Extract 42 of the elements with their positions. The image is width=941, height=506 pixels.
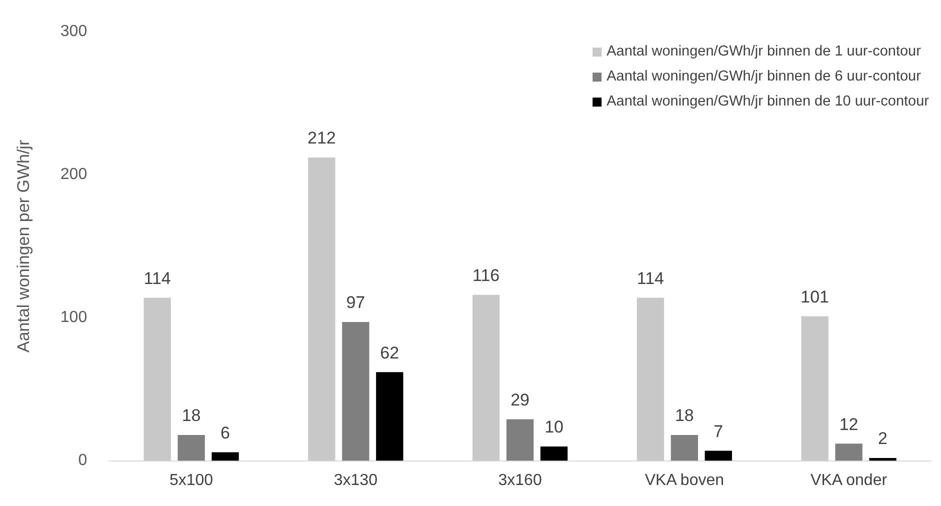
data-label: 116 <box>472 266 500 286</box>
x-tick-label: 3x160 <box>498 472 542 489</box>
bar <box>212 452 239 461</box>
bar <box>472 294 500 461</box>
bar <box>670 435 698 461</box>
x-tick-label: VKA boven <box>644 472 724 489</box>
bar <box>506 419 534 461</box>
x-tick-label: 3x130 <box>334 472 378 489</box>
y-tick-label: 300 <box>60 23 88 40</box>
bar <box>376 372 404 461</box>
data-label: 114 <box>144 268 171 288</box>
data-label: 101 <box>800 287 830 306</box>
x-tick-label: VKA onder <box>810 472 888 489</box>
bar <box>308 158 336 461</box>
data-label: 18 <box>182 406 201 426</box>
data-label: 18 <box>674 406 694 426</box>
data-label: 62 <box>380 343 400 362</box>
bar <box>178 435 205 461</box>
bar <box>636 298 664 461</box>
y-tick-label: 200 <box>60 166 88 184</box>
legend-label: Aantal woningen/GWh/jr binnen de 10 uur-contour <box>606 94 930 110</box>
data-label: 2 <box>878 429 888 448</box>
bar <box>540 446 568 461</box>
bar <box>835 444 862 461</box>
data-label: 212 <box>308 128 336 148</box>
y-axis-title: Aantal woningen per GWh/jr <box>14 140 33 353</box>
legend-label: Aantal woningen/GWh/jr binnen de 1 uur-contour <box>606 44 922 60</box>
legend-label: Aantal woningen/GWh/jr binnen de 6 uur-contour <box>606 68 922 85</box>
y-tick-label: 0 <box>78 452 88 470</box>
bar <box>801 316 828 461</box>
data-label: 29 <box>510 390 530 410</box>
data-label: 97 <box>346 293 366 312</box>
data-label: 12 <box>839 414 858 434</box>
data-label: 114 <box>636 268 664 288</box>
data-label: 7 <box>714 422 724 441</box>
bar <box>144 298 171 461</box>
data-label: 6 <box>220 423 230 442</box>
y-tick-label: 100 <box>60 309 88 326</box>
bar <box>704 450 732 461</box>
x-tick-label: 5x100 <box>169 472 214 489</box>
bar <box>342 322 370 461</box>
data-label: 10 <box>544 418 564 437</box>
